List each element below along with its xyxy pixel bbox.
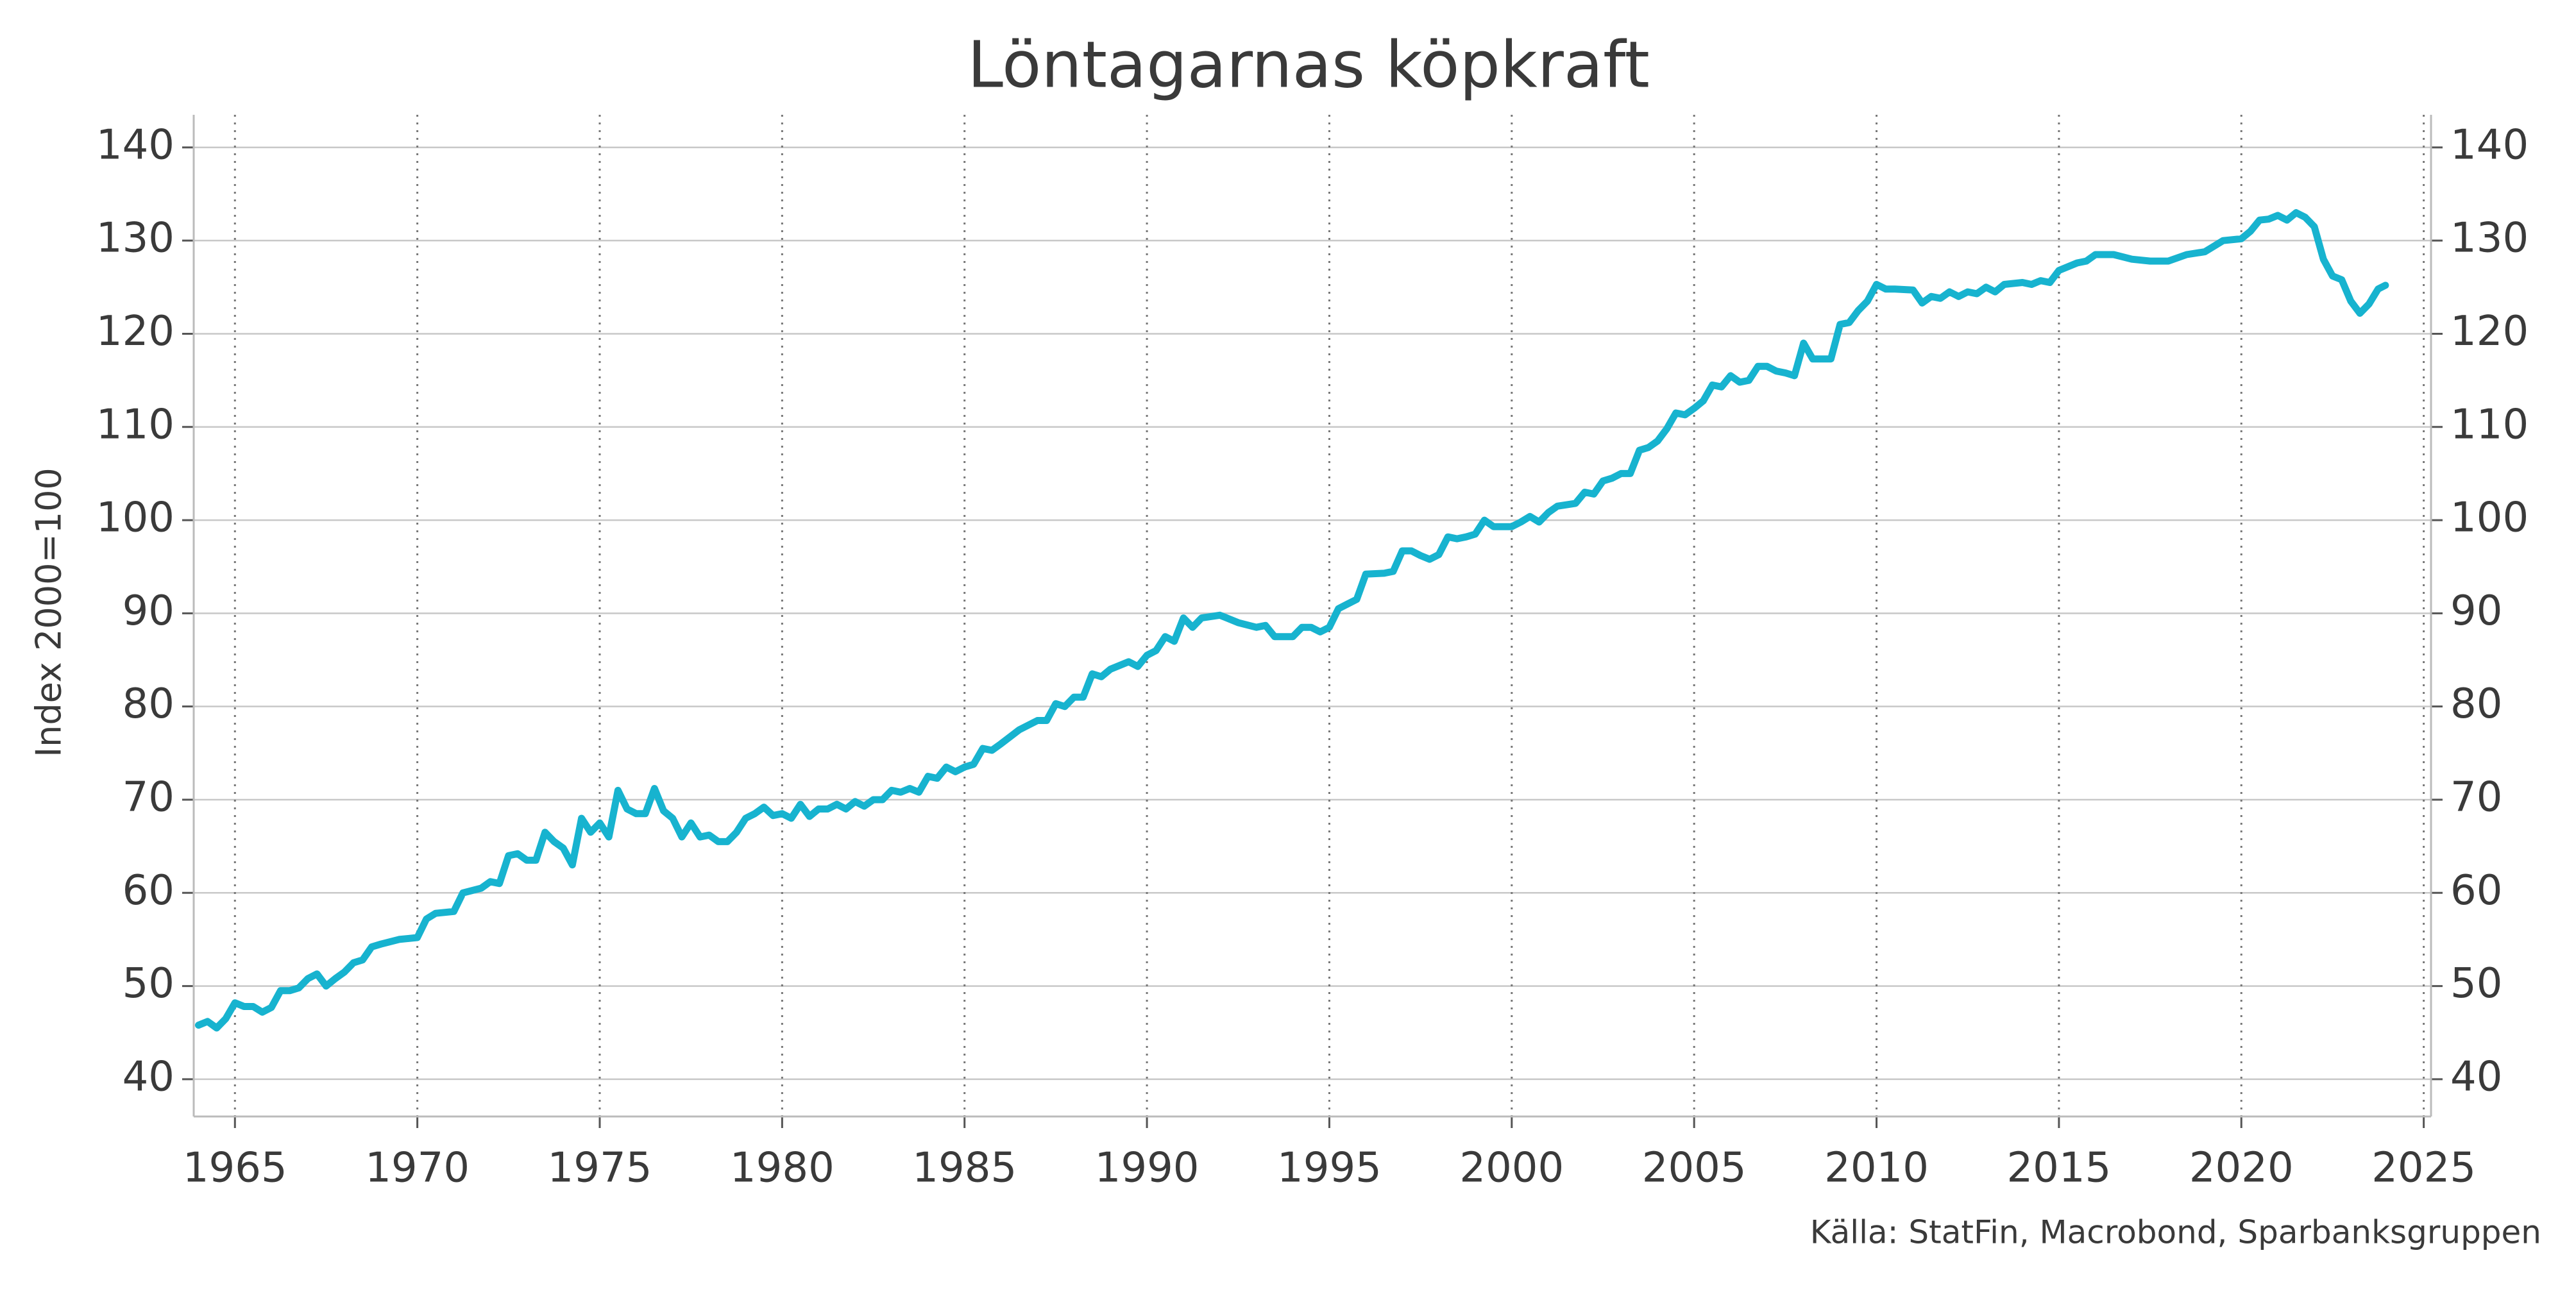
y-tick-label-right: 140	[2450, 121, 2529, 169]
x-tick-label: 1975	[548, 1145, 652, 1192]
x-tick-label: 1965	[183, 1145, 287, 1192]
y-tick-label: 110	[96, 401, 174, 448]
y-tick-label: 100	[96, 494, 174, 542]
y-tick-label-right: 90	[2450, 587, 2502, 635]
x-tick-label: 2025	[2371, 1145, 2476, 1192]
y-tick-label: 70	[123, 774, 174, 821]
x-tick-label: 1985	[912, 1145, 1017, 1192]
x-tick-label: 1990	[1095, 1145, 1199, 1192]
chart-title: Löntagarnas köpkraft	[967, 27, 1650, 102]
source: Källa: StatFin, Macrobond, Sparbanksgrup…	[1810, 1214, 2541, 1251]
y-tick-label: 50	[123, 960, 174, 1007]
y-tick-label-right: 50	[2450, 960, 2502, 1007]
y-tick-label: 40	[123, 1053, 174, 1100]
x-tick-label: 2015	[2006, 1145, 2111, 1192]
y-tick-label: 130	[96, 215, 174, 262]
y-tick-label-right: 100	[2450, 494, 2529, 542]
y-tick-label: 60	[123, 867, 174, 914]
line	[194, 209, 2389, 1032]
y-tick-label-right: 110	[2450, 401, 2529, 448]
x-tick-label: 1995	[1277, 1145, 1382, 1192]
y-tick-label-right: 80	[2450, 680, 2502, 728]
x-tick-label: 2005	[1642, 1145, 1747, 1192]
y-axis-label: Index 2000=100	[29, 468, 69, 757]
x-tick-label: 2010	[1824, 1145, 1929, 1192]
y-tick-label-right: 70	[2450, 774, 2502, 821]
y-tick-label-right: 120	[2450, 308, 2529, 355]
y-tick-label: 80	[123, 680, 174, 728]
y-tick-label-right: 130	[2450, 215, 2529, 262]
y-tick-label: 120	[96, 308, 174, 355]
y-tick-label-right: 60	[2450, 867, 2502, 914]
x-tick-label: 2000	[1459, 1145, 1564, 1192]
y-tick-label: 90	[123, 587, 174, 635]
x-tick-label: 1970	[365, 1145, 470, 1192]
y-tick-label-right: 40	[2450, 1053, 2502, 1100]
y-tick-label: 140	[96, 121, 174, 169]
x-tick-label: 2020	[2189, 1145, 2294, 1192]
x-tick-label: 1980	[730, 1145, 835, 1192]
